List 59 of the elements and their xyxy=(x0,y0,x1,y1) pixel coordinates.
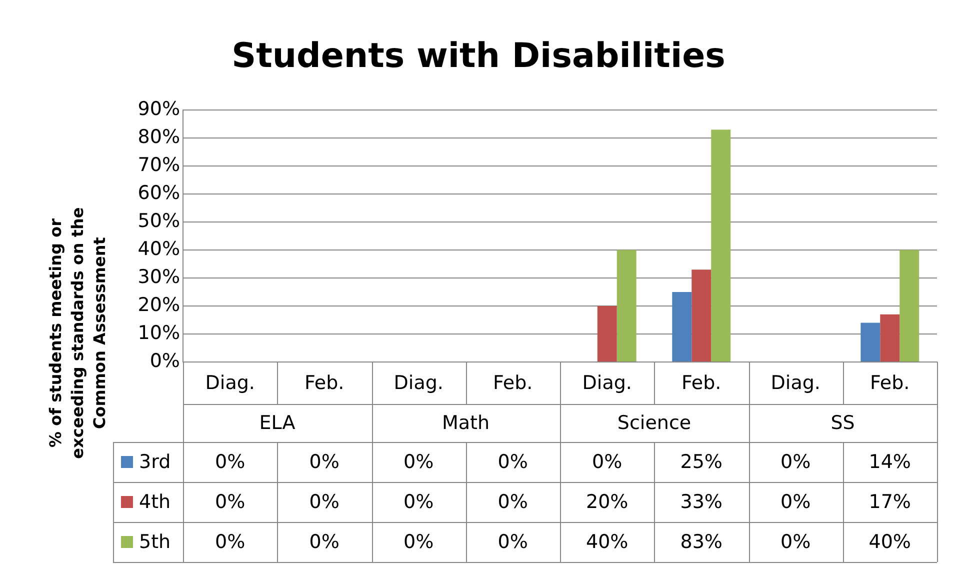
data-label: 0% xyxy=(215,451,246,473)
x-tick-label: Diag. xyxy=(394,372,444,394)
data-label: 83% xyxy=(680,531,722,553)
x-tick-label: Feb. xyxy=(493,372,533,394)
text: SS xyxy=(830,412,855,434)
x-tick-label: Feb. xyxy=(682,372,722,394)
bar xyxy=(711,130,731,362)
data-label: 17% xyxy=(868,491,911,513)
y-tick-label: 20% xyxy=(138,294,180,316)
data-label: 0% xyxy=(404,451,434,473)
data-label: 33% xyxy=(680,491,722,513)
y-axis-title: % of students meeting or exceeding standards on the Common Assessment xyxy=(45,206,110,461)
bar xyxy=(860,322,880,362)
data-label: 0% xyxy=(404,531,434,553)
data-label: 0% xyxy=(215,531,246,553)
data-label: 40% xyxy=(868,531,911,553)
bar xyxy=(880,314,900,362)
y-tick-label: 0% xyxy=(150,350,180,372)
bar xyxy=(616,250,636,362)
data-label: 0% xyxy=(309,491,340,513)
y-tick-label: 70% xyxy=(138,154,180,176)
data-label: 0% xyxy=(780,491,811,513)
legend-label: 5th xyxy=(139,531,171,553)
legend-label: 3rd xyxy=(139,451,171,473)
x-tick-label: Feb. xyxy=(870,372,910,394)
y-tick-label: 40% xyxy=(138,238,180,260)
x-tick-label: Diag. xyxy=(770,372,820,394)
x-tick-label: Diag. xyxy=(582,372,632,394)
chart-title: Students with Disabilities xyxy=(230,36,726,76)
data-label: 25% xyxy=(680,451,722,473)
y-tick-label: 80% xyxy=(138,126,180,148)
y-tick-label: 60% xyxy=(138,182,180,204)
text: Math xyxy=(442,412,490,434)
data-label: 20% xyxy=(586,491,628,513)
data-label: 0% xyxy=(404,491,434,513)
y-tick-label: 30% xyxy=(138,266,180,288)
data-label: 40% xyxy=(586,531,628,553)
data-label: 14% xyxy=(868,451,911,473)
x-tick-label: Diag. xyxy=(205,372,255,394)
data-label: 0% xyxy=(215,491,246,513)
data-label: 0% xyxy=(780,531,811,553)
bar xyxy=(692,270,712,362)
bar xyxy=(672,292,692,362)
y-tick-label: 10% xyxy=(138,322,180,344)
text: ELA xyxy=(259,412,296,434)
data-label: 0% xyxy=(498,531,528,553)
data-label: 0% xyxy=(309,531,340,553)
bar xyxy=(597,306,617,362)
data-label: 0% xyxy=(498,491,528,513)
bar xyxy=(900,250,920,362)
y-tick-label: 50% xyxy=(138,210,180,232)
data-label: 0% xyxy=(309,451,340,473)
data-label: 0% xyxy=(780,451,811,473)
text: Science xyxy=(617,412,692,434)
data-label: 0% xyxy=(592,451,622,473)
y-tick-label: 90% xyxy=(138,98,180,120)
data-label: 0% xyxy=(498,451,528,473)
legend-label: 4th xyxy=(139,491,171,513)
x-tick-label: Feb. xyxy=(304,372,344,394)
